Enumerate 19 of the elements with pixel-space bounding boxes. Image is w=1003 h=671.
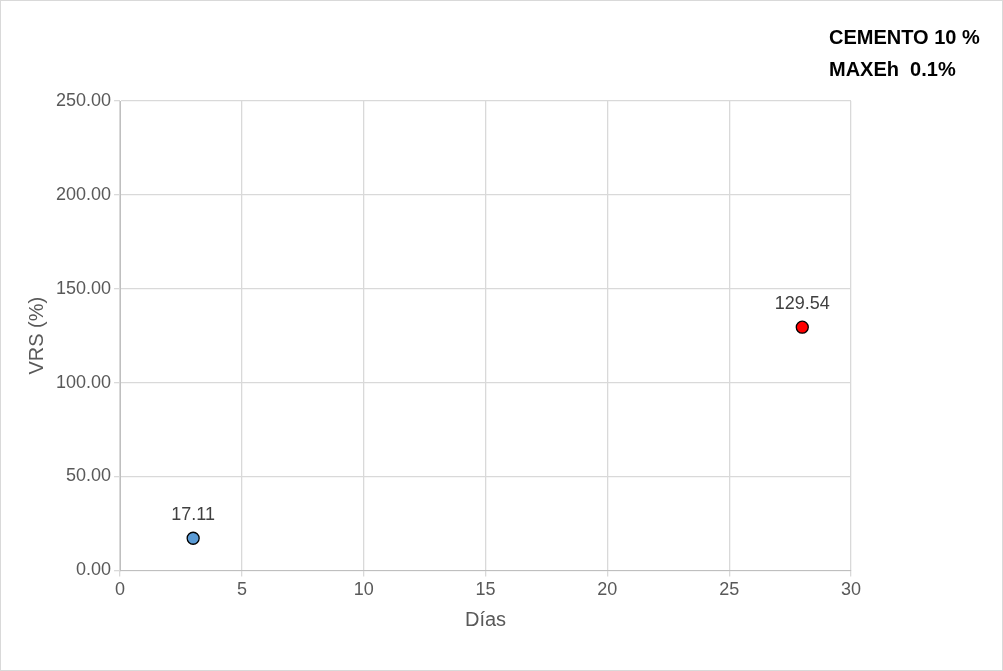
x-axis-title: Días — [464, 607, 507, 630]
text: MAXEh 0.1% — [829, 57, 957, 82]
data-label: 17.11 — [171, 504, 216, 525]
x-tick-label: 30 — [840, 579, 862, 600]
x-tick-label: 15 — [475, 579, 496, 600]
x-tick-label: 20 — [597, 579, 618, 600]
x-tick-label: 5 — [236, 579, 247, 600]
text: CEMENTO 10 % — [829, 25, 980, 50]
y-tick-label: 200.00 — [55, 183, 112, 204]
x-tick-label: 0 — [115, 579, 126, 600]
data-label: 129.54 — [774, 293, 830, 314]
y-tick-label: 100.00 — [55, 371, 112, 392]
y-tick-label: 150.00 — [55, 277, 112, 298]
x-tick-label: 25 — [719, 579, 740, 600]
y-axis-title: VRS (%) — [24, 296, 47, 375]
y-tick-label: 0.00 — [76, 559, 112, 580]
x-tick-label: 10 — [353, 579, 374, 600]
y-tick-label: 250.00 — [55, 89, 112, 110]
y-tick-label: 50.00 — [66, 465, 112, 486]
